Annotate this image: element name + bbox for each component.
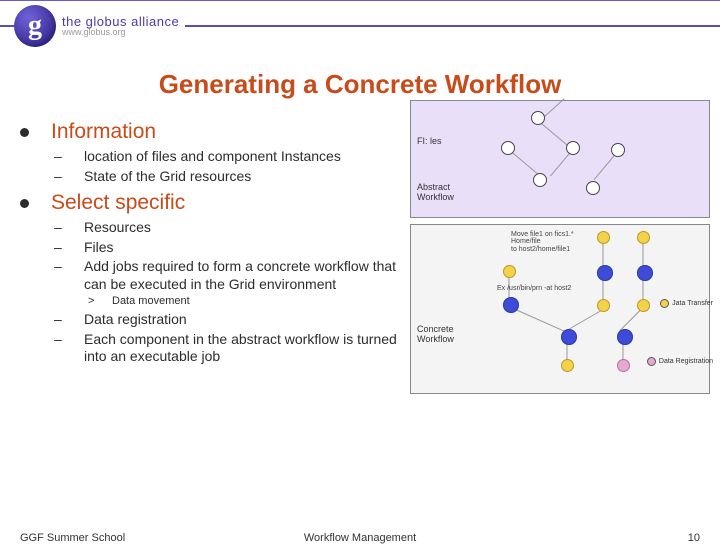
node <box>597 299 610 312</box>
dash-icon: – <box>54 239 84 257</box>
node <box>561 359 574 372</box>
text-column: Information – location of files and comp… <box>20 120 415 366</box>
node <box>637 231 650 244</box>
legend-item: Data Registration <box>647 357 713 366</box>
dash-icon: – <box>54 331 84 366</box>
footer-center: Workflow Management <box>304 532 416 544</box>
heading-text: Information <box>51 120 156 144</box>
subitem-text: Data movement <box>112 295 190 307</box>
footer-page-number: 10 <box>688 532 700 544</box>
item-text: State of the Grid resources <box>84 168 251 186</box>
dash-icon: – <box>54 219 84 237</box>
legend-label: Jata Transfer <box>672 300 713 307</box>
item-text: location of files and component Instance… <box>84 148 341 166</box>
edge <box>566 309 603 331</box>
sub-list-item: > Data movement <box>88 295 415 307</box>
diagram-label: FI: les <box>417 137 442 147</box>
edge <box>594 153 617 180</box>
logo-url: www.globus.org <box>62 28 179 37</box>
logo: g the globus alliance www.globus.org <box>14 5 185 47</box>
section-heading: Information <box>20 120 415 144</box>
node <box>617 329 633 345</box>
diagram-annotation: Ex /usr/bin/prn -at host2 <box>497 285 571 292</box>
concrete-workflow-diagram: Concrete Workflow Move file1 on fics1.* … <box>410 224 710 394</box>
legend-swatch-icon <box>647 357 656 366</box>
edge <box>643 278 644 300</box>
list-item: – Files <box>54 239 415 257</box>
legend-label: Data Registration <box>659 358 713 365</box>
node <box>533 173 547 187</box>
list-item: – State of the Grid resources <box>54 168 415 186</box>
list-item: – Add jobs required to form a concrete w… <box>54 258 415 293</box>
slide-title: Generating a Concrete Workflow <box>0 69 720 100</box>
edge <box>511 307 564 332</box>
list-item: – Each component in the abstract workflo… <box>54 331 415 366</box>
item-text: Files <box>84 239 114 257</box>
dash-icon: – <box>54 148 84 166</box>
diagram-label: Concrete Workflow <box>417 325 454 345</box>
edge <box>603 242 604 266</box>
edge <box>603 278 604 300</box>
footer-left: GGF Summer School <box>20 532 125 544</box>
edge <box>539 121 569 146</box>
edge <box>511 151 538 174</box>
list-item: – location of files and component Instan… <box>54 148 415 166</box>
node <box>566 141 580 155</box>
node <box>611 143 625 157</box>
node <box>637 265 653 281</box>
node <box>597 231 610 244</box>
header: g the globus alliance www.globus.org <box>0 0 720 55</box>
logo-text: the globus alliance www.globus.org <box>62 15 179 37</box>
dash-icon: – <box>54 168 84 186</box>
edge <box>550 151 571 176</box>
bullet-icon <box>20 199 29 208</box>
node <box>503 297 519 313</box>
bullet-icon <box>20 128 29 137</box>
diagram-annotation: Move file1 on fics1.* Home/file to host2… <box>511 231 574 253</box>
dash-icon: – <box>54 258 84 293</box>
node <box>637 299 650 312</box>
node <box>531 111 545 125</box>
heading-text: Select specific <box>51 191 185 215</box>
node <box>561 329 577 345</box>
node <box>597 265 613 281</box>
chevron-icon: > <box>88 295 112 307</box>
diagram-label: Abstract Workflow <box>417 183 454 203</box>
legend-swatch-icon <box>660 299 669 308</box>
section-heading: Select specific <box>20 191 415 215</box>
item-text: Resources <box>84 219 151 237</box>
node <box>617 359 630 372</box>
item-text: Add jobs required to form a concrete wor… <box>84 258 415 293</box>
node <box>503 265 516 278</box>
dash-icon: – <box>54 311 84 329</box>
globus-logo-icon: g <box>14 5 56 47</box>
item-text: Data registration <box>84 311 187 329</box>
edge <box>643 242 644 266</box>
edge <box>619 309 641 331</box>
diagram-column: FI: les Abstract Workflow Concrete Workf… <box>410 100 710 400</box>
legend-item: Jata Transfer <box>660 299 713 308</box>
list-item: – Data registration <box>54 311 415 329</box>
item-text: Each component in the abstract workflow … <box>84 331 415 366</box>
list-item: – Resources <box>54 219 415 237</box>
abstract-workflow-diagram: FI: les Abstract Workflow <box>410 100 710 218</box>
content: Information – location of files and comp… <box>0 100 720 366</box>
node <box>586 181 600 195</box>
